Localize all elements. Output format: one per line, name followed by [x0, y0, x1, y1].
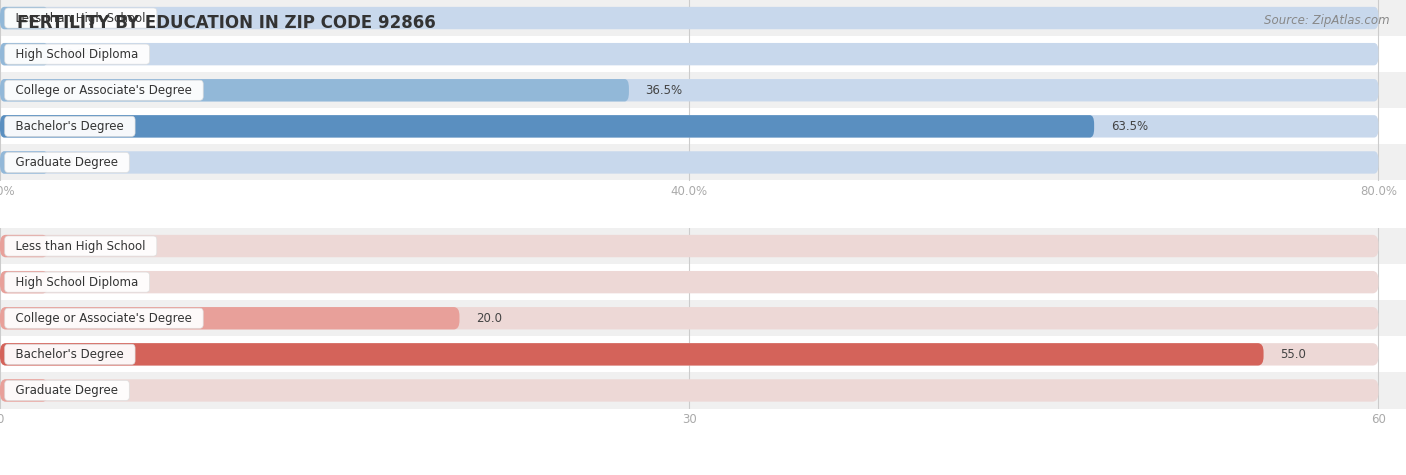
Text: High School Diploma: High School Diploma — [8, 48, 146, 61]
Text: 0.0%: 0.0% — [65, 48, 94, 61]
Text: Source: ZipAtlas.com: Source: ZipAtlas.com — [1264, 14, 1389, 27]
Text: 0.0%: 0.0% — [65, 156, 94, 169]
Text: FERTILITY BY EDUCATION IN ZIP CODE 92866: FERTILITY BY EDUCATION IN ZIP CODE 92866 — [17, 14, 436, 32]
Text: 0.0: 0.0 — [65, 239, 83, 253]
Text: 36.5%: 36.5% — [645, 84, 682, 97]
Bar — [0, 228, 1406, 264]
Text: Less than High School: Less than High School — [8, 239, 153, 253]
Bar — [0, 108, 1406, 144]
FancyBboxPatch shape — [0, 115, 1378, 138]
Text: 20.0: 20.0 — [477, 312, 502, 325]
Text: 55.0: 55.0 — [1279, 348, 1306, 361]
Bar — [0, 72, 1406, 108]
FancyBboxPatch shape — [0, 7, 1378, 29]
FancyBboxPatch shape — [0, 151, 48, 174]
Text: High School Diploma: High School Diploma — [8, 276, 146, 289]
Bar — [0, 336, 1406, 372]
Bar — [0, 144, 1406, 180]
Text: Graduate Degree: Graduate Degree — [8, 156, 125, 169]
Text: 63.5%: 63.5% — [1111, 120, 1147, 133]
Text: College or Associate's Degree: College or Associate's Degree — [8, 312, 200, 325]
FancyBboxPatch shape — [0, 343, 1264, 366]
Text: 0.0%: 0.0% — [65, 11, 94, 25]
Bar — [0, 36, 1406, 72]
Bar — [0, 372, 1406, 408]
FancyBboxPatch shape — [0, 307, 460, 330]
FancyBboxPatch shape — [0, 7, 48, 29]
Text: Less than High School: Less than High School — [8, 11, 153, 25]
Text: College or Associate's Degree: College or Associate's Degree — [8, 84, 200, 97]
Text: Graduate Degree: Graduate Degree — [8, 384, 125, 397]
FancyBboxPatch shape — [0, 43, 1378, 66]
FancyBboxPatch shape — [0, 271, 48, 294]
FancyBboxPatch shape — [0, 235, 1378, 257]
FancyBboxPatch shape — [0, 151, 1378, 174]
FancyBboxPatch shape — [0, 307, 1378, 330]
Text: Bachelor's Degree: Bachelor's Degree — [8, 348, 132, 361]
FancyBboxPatch shape — [0, 79, 628, 102]
FancyBboxPatch shape — [0, 343, 1378, 366]
Text: 0.0: 0.0 — [65, 384, 83, 397]
FancyBboxPatch shape — [0, 115, 1094, 138]
FancyBboxPatch shape — [0, 43, 48, 66]
FancyBboxPatch shape — [0, 235, 48, 257]
Bar — [0, 264, 1406, 300]
Bar — [0, 0, 1406, 36]
FancyBboxPatch shape — [0, 79, 1378, 102]
FancyBboxPatch shape — [0, 379, 1378, 402]
Text: 0.0: 0.0 — [65, 276, 83, 289]
Text: Bachelor's Degree: Bachelor's Degree — [8, 120, 132, 133]
FancyBboxPatch shape — [0, 271, 1378, 294]
Bar — [0, 300, 1406, 336]
FancyBboxPatch shape — [0, 379, 48, 402]
